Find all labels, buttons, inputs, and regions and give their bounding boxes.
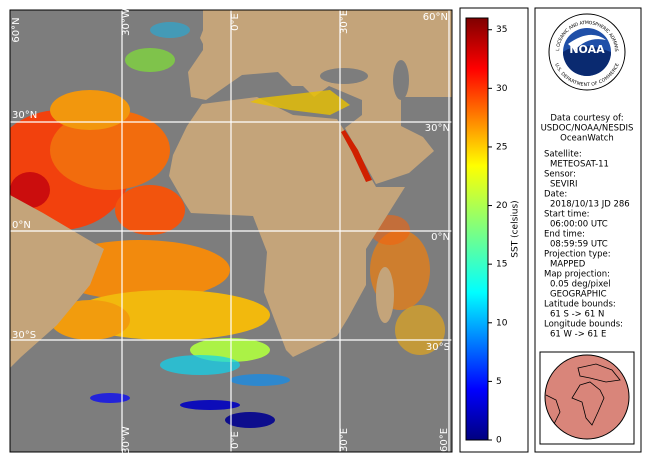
field-label: Date: [544, 190, 567, 200]
field-label: Sensor: [544, 170, 576, 180]
field-value: GEOGRAPHIC [550, 290, 607, 300]
field-value: 08:59:59 UTC [550, 240, 608, 250]
map-label: 0°E [230, 431, 241, 449]
map-label: 30°N [425, 123, 450, 134]
field-label: Satellite: [544, 150, 582, 160]
map [10, 10, 452, 452]
map-label: 0°N [12, 220, 31, 231]
colorbar-tick-label: 30 [496, 84, 508, 94]
field-value: 06:00:00 UTC [550, 220, 608, 230]
field-value: MAPPED [550, 260, 586, 270]
colorbar-tick-label: 10 [496, 318, 508, 328]
field-label: Projection type: [544, 250, 611, 260]
map-label: 30°E [339, 428, 350, 452]
field-value: 61 S -> 61 N [550, 310, 604, 320]
field-value: SEVIRI [550, 180, 578, 190]
field-label: Latitude bounds: [544, 300, 616, 310]
map-label: 30°S [12, 330, 36, 341]
credit-line: USDOC/NOAA/NESDIS [541, 124, 634, 134]
inset-globe [539, 351, 635, 445]
map-label: 60°E [439, 428, 450, 452]
field-value: METEOSAT-11 [550, 160, 609, 170]
field-value: 61 W -> 61 E [550, 330, 606, 340]
inland-seas [250, 60, 409, 182]
colorbar-tick-label: 0 [496, 436, 502, 446]
field-label: Longitude bounds: [544, 320, 623, 330]
map-label: 30°W [121, 8, 132, 36]
field-label: Start time: [544, 210, 590, 220]
credit-line: OceanWatch [560, 134, 614, 144]
colorbar-tick-label: 20 [496, 201, 508, 211]
colorbar-tick-label: 35 [496, 25, 507, 35]
logo-text: NOAA [569, 43, 605, 56]
colorbar-tick-label: 15 [496, 260, 507, 270]
map-label: 0°N [431, 232, 450, 243]
map-label: 60°N [11, 17, 22, 42]
colorbar-tick-label: 5 [496, 377, 502, 387]
map-label: 0°E [230, 13, 241, 31]
colorbar [465, 17, 489, 441]
land [10, 10, 452, 368]
map-label: 30°E [339, 10, 350, 34]
map-label: 30°N [12, 110, 37, 121]
info-text: Data courtesy of:USDOC/NOAA/NESDISOceanW… [541, 114, 634, 340]
map-frame [9, 9, 453, 453]
colorbar-label: SST (celsius) [511, 200, 521, 257]
map-label: 60°N [423, 12, 448, 23]
map-label: 30°S [426, 342, 450, 353]
colorbar-tick-label: 25 [496, 142, 507, 152]
field-value: 2018/10/13 JD 286 [550, 200, 630, 210]
field-label: End time: [544, 230, 585, 240]
sst-pixels [10, 22, 445, 428]
credit-line: Data courtesy of: [550, 114, 623, 124]
field-value: 0.05 deg/pixel [550, 280, 611, 290]
field-label: Map projection: [544, 270, 610, 280]
graticule [10, 10, 452, 452]
map-label: 30°W [121, 426, 132, 454]
